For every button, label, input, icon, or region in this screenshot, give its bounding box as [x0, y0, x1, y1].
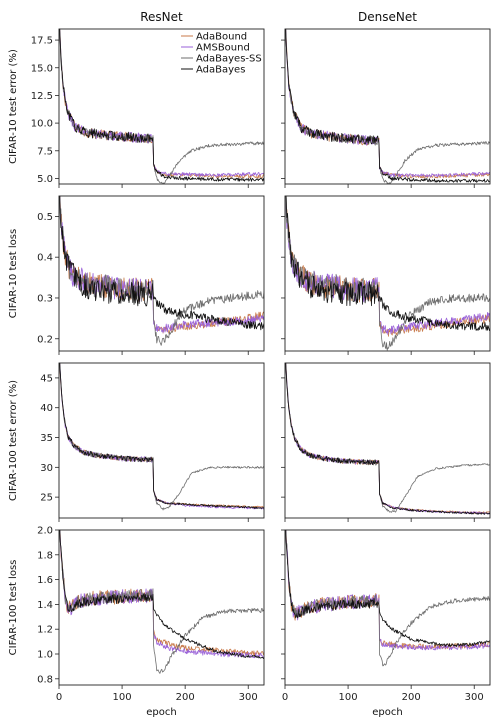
panel-r1-c1: [281, 195, 491, 355]
series-line-adabound: [59, 363, 264, 509]
y-tick-label: 1.0: [37, 650, 53, 661]
panel-frame: [284, 195, 491, 352]
series-group: [59, 530, 264, 674]
y-tick-label: 0.2: [37, 334, 53, 345]
y-tick-label: 7.5: [37, 146, 53, 157]
series-line-adabound: [285, 363, 490, 514]
panel-frame: [58, 195, 265, 352]
series-line-adabayes-ss: [285, 363, 490, 513]
series-line-adabayes: [285, 29, 490, 183]
legend-label-adabound: AdaBound: [196, 32, 247, 43]
x-axis-label: epoch: [146, 707, 176, 718]
panel-r3-c0: 0 100 200 300 0.8 1.0 1.2 1.4 1.6 1.8 2.0 CIFAR-100…: [8, 526, 265, 718]
legend-label-adabayes: AdaBayes: [196, 65, 245, 76]
series-line-adabayes: [59, 530, 264, 659]
x-tick-label: 200: [176, 692, 195, 703]
x-tick-label: 0: [56, 692, 62, 703]
column-title-densenet: DenseNet: [358, 10, 417, 24]
series-group: [285, 363, 490, 515]
series-line-adabound: [59, 530, 264, 657]
y-axis-label: CIFAR-10 test error (%): [8, 49, 19, 164]
y-tick-label: 2.0: [37, 526, 53, 537]
panel-r0-c1: [281, 28, 491, 188]
series-group: [59, 29, 264, 184]
y-axis-label: CIFAR-100 test loss: [8, 560, 19, 656]
y-tick-label: 0.8: [37, 674, 53, 685]
series-line-adabayes-ss: [59, 363, 264, 511]
series-line-amsbound: [285, 363, 490, 515]
legend-label-amsbound: AMSBound: [196, 43, 250, 54]
panel-r0-c0: 5.0 7.5 10.0 12.5 15.0 17.5 CIFAR-10 test erro…: [8, 28, 265, 188]
panel-frame: [284, 28, 491, 185]
series-line-adabayes-ss: [285, 530, 490, 667]
series-line-adabayes: [59, 363, 264, 509]
y-tick-label: 5.0: [37, 174, 53, 185]
series-line-amsbound: [285, 530, 490, 651]
series-group: [285, 196, 490, 351]
column-title-resnet: ResNet: [140, 10, 183, 24]
y-tick-label: 17.5: [31, 36, 53, 47]
series-group: [59, 363, 264, 511]
x-tick-label: 300: [239, 692, 258, 703]
x-axis-label: epoch: [372, 707, 402, 718]
y-tick-label: 15.0: [31, 63, 53, 74]
panel-frame: [284, 529, 491, 686]
x-tick-label: 100: [113, 692, 132, 703]
y-axis-label: CIFAR-100 test error (%): [8, 380, 19, 501]
series-line-amsbound: [59, 29, 264, 178]
series-line-adabound: [285, 530, 490, 650]
x-tick-label: 300: [465, 692, 484, 703]
series-line-amsbound: [285, 196, 490, 335]
series-group: [285, 29, 490, 184]
y-tick-label: 1.8: [37, 550, 53, 561]
y-tick-label: 1.2: [37, 625, 53, 636]
panel-frame: [284, 362, 491, 519]
series-line-adabound: [59, 196, 264, 334]
series-line-adabayes-ss: [59, 196, 264, 346]
panel-r2-c1: [281, 362, 491, 522]
y-tick-label: 0.3: [37, 293, 53, 304]
series-line-adabayes-ss: [285, 196, 490, 351]
legend-label-adabayes-ss: AdaBayes-SS: [196, 54, 262, 65]
panel-frame: [58, 28, 265, 185]
panel-frame: [58, 362, 265, 519]
x-tick-label: 200: [402, 692, 421, 703]
series-line-adabayes: [59, 196, 264, 331]
panel-r3-c1: 0 100 200 300 epoch: [281, 529, 491, 718]
series-group: [59, 196, 264, 346]
series-line-adabayes-ss: [59, 29, 264, 184]
series-line-adabound: [285, 29, 490, 179]
y-tick-label: 0.5: [37, 212, 53, 223]
panel-r2-c0: 25 30 35 40 45 CIFAR-100 test error (%): [8, 362, 265, 522]
series-line-amsbound: [285, 29, 490, 178]
y-tick-label: 25: [40, 493, 53, 504]
series-line-adabound: [285, 196, 490, 337]
series-line-adabayes: [285, 196, 490, 331]
y-tick-label: 40: [40, 403, 53, 414]
y-tick-label: 12.5: [31, 91, 53, 102]
y-tick-label: 10.0: [31, 119, 53, 130]
y-tick-label: 1.6: [37, 575, 53, 586]
y-tick-label: 45: [40, 373, 53, 384]
panel-frame: [58, 529, 265, 686]
series-line-amsbound: [59, 196, 264, 334]
series-line-amsbound: [59, 530, 264, 659]
series-line-adabayes: [285, 530, 490, 647]
y-tick-label: 0.4: [37, 253, 53, 264]
series-line-adabayes: [285, 363, 490, 515]
series-line-adabayes-ss: [285, 29, 490, 184]
panel-r1-c0: 0.2 0.3 0.4 0.5 CIFAR-10 test loss: [8, 195, 265, 355]
y-tick-label: 1.4: [37, 600, 53, 611]
x-tick-label: 100: [339, 692, 358, 703]
y-tick-label: 35: [40, 433, 53, 444]
x-tick-label: 0: [282, 692, 288, 703]
y-axis-label: CIFAR-10 test loss: [8, 229, 19, 318]
series-line-amsbound: [59, 363, 264, 510]
series-group: [285, 530, 490, 667]
series-line-adabayes: [59, 29, 264, 182]
y-tick-label: 30: [40, 463, 53, 474]
